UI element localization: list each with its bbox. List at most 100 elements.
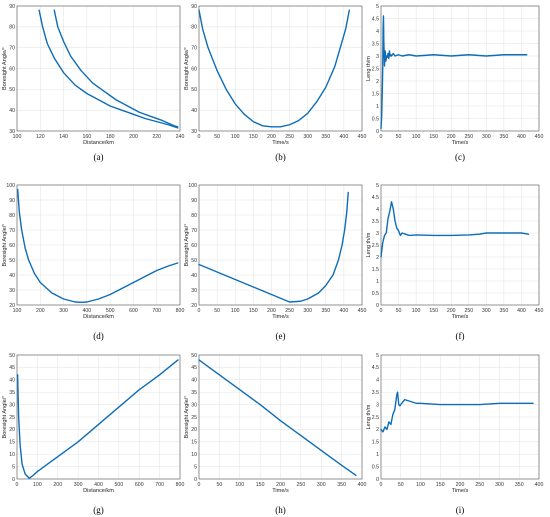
y-tick-label: 25 [191,415,197,421]
x-tick-label: 250 [464,134,473,140]
y-tick-label: 60 [191,66,197,72]
y-tick-label: 4 [376,29,379,35]
x-tick-label: 400 [517,308,526,314]
x-tick-label: 150 [249,308,258,314]
x-tick-label: 300 [59,308,68,314]
x-tick-label: 100 [231,308,240,314]
x-tick-label: 350 [500,308,509,314]
x-tick-label: 200 [276,482,285,488]
y-tick-label: 50 [9,87,15,93]
series-line-h-1 [198,359,357,476]
x-tick-label: 200 [129,134,138,140]
x-tick-label: 200 [267,134,276,140]
axes-frame-i [380,354,540,480]
x-tick-label: 250 [297,482,306,488]
y-tick-label: 1 [376,279,379,285]
y-tick-label: 90 [191,198,197,204]
y-tick-label: 20 [9,427,15,433]
y-tick-label: 0 [12,477,15,483]
y-tick-label: 4.5 [372,365,379,371]
y-axis-label: Leng th/m [366,232,372,257]
x-tick-label: 500 [115,482,124,488]
y-tick-label: 4.5 [372,195,379,201]
x-tick-label: 200 [456,482,465,488]
x-tick-label: 200 [267,308,276,314]
y-tick-label: 3.5 [372,41,379,47]
x-tick-label: 150 [429,308,438,314]
x-tick-label: 200 [447,134,456,140]
y-tick-label: 60 [191,243,197,249]
y-tick-label: 50 [191,258,197,264]
panel-caption: (a) [94,152,104,162]
x-axis-label: Distance/km [83,140,114,146]
y-tick-label: 100 [6,183,15,189]
y-tick-label: 3 [376,402,379,408]
y-tick-label: 2.5 [372,415,379,421]
x-tick-label: 150 [256,482,265,488]
axes-frame-e [198,184,363,306]
y-tick-label: 15 [191,440,197,446]
series-line-b-1 [198,9,351,128]
y-tick-label: 35 [9,390,15,396]
y-tick-label: 70 [9,45,15,51]
y-tick-label: 60 [9,66,15,72]
y-tick-label: 5 [376,183,379,189]
x-tick-label: 160 [83,134,92,140]
y-tick-label: 3 [376,231,379,237]
y-tick-label: 2.5 [372,66,379,72]
x-tick-label: 100 [13,134,22,140]
x-tick-label: 200 [53,482,62,488]
axes-frame-d [16,184,181,306]
x-tick-label: 50 [396,308,402,314]
y-tick-label: 20 [9,303,15,309]
x-tick-label: 450 [358,134,367,140]
x-tick-label: 400 [340,308,349,314]
y-tick-label: 0 [194,477,197,483]
panel-caption: (e) [276,331,286,341]
y-tick-label: 50 [191,87,197,93]
x-tick-label: 50 [214,308,220,314]
axes-frame-c [380,5,540,132]
panel-d: 100 200 300 400 500 600 700 800 20 30 40 50 60 70 80 90… [2,183,184,341]
y-tick-label: 10 [191,452,197,458]
y-tick-label: 0.5 [372,291,379,297]
x-tick-label: 350 [337,482,346,488]
series-line-d-1 [17,188,179,303]
y-tick-label: 70 [191,45,197,51]
y-tick-label: 90 [9,198,15,204]
x-tick-label: 450 [535,134,544,140]
y-tick-label: 30 [9,402,15,408]
y-tick-label: 30 [191,129,197,135]
x-tick-label: 100 [235,482,244,488]
y-tick-label: 20 [191,303,197,309]
axes-frame-g [16,354,181,480]
x-tick-label: 350 [321,308,330,314]
x-axis-label: Time/s [452,488,469,494]
y-tick-label: 25 [9,415,15,421]
x-tick-label: 0 [198,134,201,140]
y-tick-label: 40 [191,273,197,279]
y-tick-label: 4 [376,207,379,213]
y-tick-label: 40 [191,378,197,384]
y-tick-label: 0 [376,303,379,309]
x-tick-label: 300 [303,134,312,140]
panel-f: 0 50 100 150 200 250 300 350 400 450 0 0.5 1 1.5 2 2.5 3… [366,183,543,341]
x-tick-label: 150 [436,482,445,488]
y-tick-label: 80 [191,25,197,31]
x-axis-label: Time/s [452,314,469,320]
panel-caption: (b) [275,152,286,162]
y-axis-label: Boresight Angle/° [184,224,190,267]
y-tick-label: 50 [191,353,197,359]
x-axis-label: Time/s [452,140,469,146]
y-tick-label: 3 [376,54,379,60]
series-line-f-1 [380,201,530,258]
x-axis-label: Distance/km [83,488,114,494]
y-tick-label: 45 [191,365,197,371]
y-tick-label: 40 [9,273,15,279]
y-tick-label: 0 [376,477,379,483]
x-tick-label: 400 [517,134,526,140]
x-tick-label: 350 [515,482,524,488]
y-tick-label: 50 [9,353,15,359]
y-tick-label: 2.5 [372,243,379,249]
y-axis-label: Boresight Angle/° [2,47,8,90]
